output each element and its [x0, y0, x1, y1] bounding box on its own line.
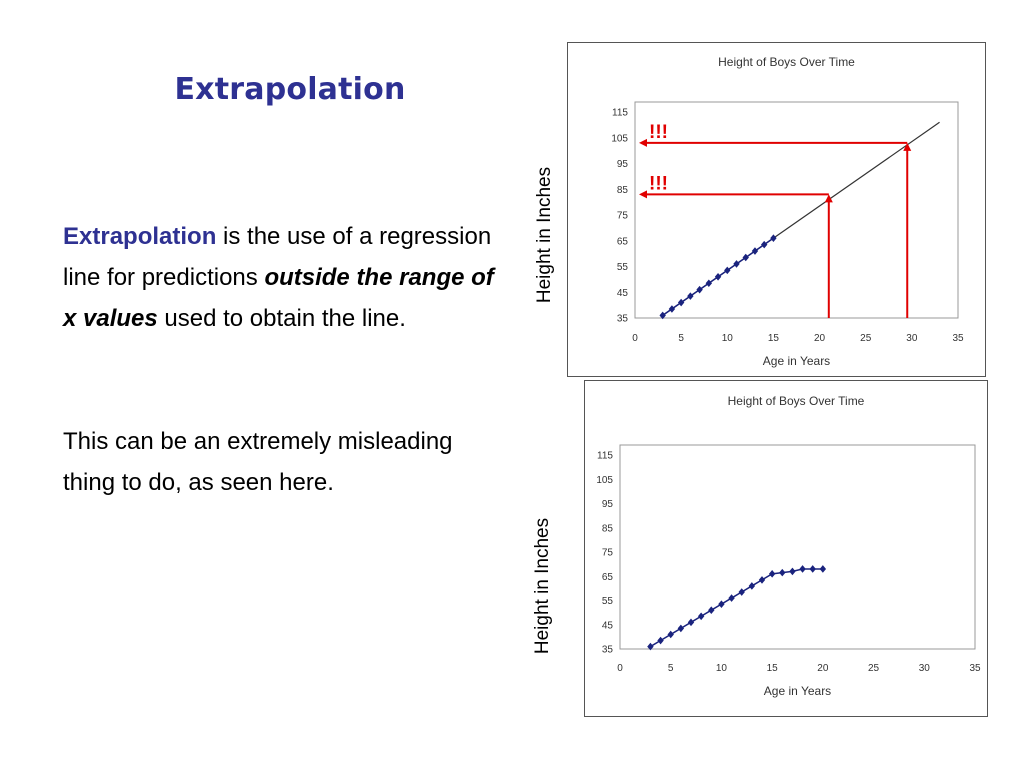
y-axis-label-top: Height in Inches — [534, 166, 555, 304]
data-point — [714, 273, 722, 281]
x-tick-label: 30 — [919, 663, 931, 674]
data-point — [724, 266, 731, 275]
data-point — [687, 618, 695, 627]
x-tick-label: 35 — [952, 333, 964, 344]
data-point — [696, 285, 703, 294]
warning-annotation: !!! — [649, 122, 668, 143]
y-tick-label: 65 — [617, 236, 629, 247]
data-point — [770, 234, 777, 242]
chart-title: Height of Boys Over Time — [718, 55, 855, 69]
definition-term: Extrapolation — [63, 223, 217, 250]
y-tick-label: 55 — [602, 596, 614, 607]
plot-area — [634, 101, 959, 319]
x-tick-label: 5 — [668, 663, 674, 674]
y-tick-label: 35 — [602, 645, 614, 656]
x-tick-label: 20 — [814, 333, 826, 344]
data-point — [705, 279, 713, 288]
data-point — [758, 576, 766, 584]
data-point — [677, 298, 685, 307]
x-tick-label: 25 — [860, 333, 872, 344]
extrapolation-arrowhead-up — [903, 142, 912, 151]
x-axis-title: Age in Years — [764, 684, 831, 698]
y-tick-label: 85 — [617, 185, 629, 196]
y-tick-label: 105 — [611, 133, 628, 144]
x-tick-label: 15 — [768, 333, 780, 344]
data-point — [647, 642, 654, 651]
chart-top-frame: Height of Boys Over Time Age in Years 0 5 10… — [567, 42, 986, 377]
x-tick-label: 10 — [716, 663, 728, 674]
x-tick-label: 25 — [868, 663, 880, 674]
x-tick-label: 30 — [906, 333, 918, 344]
chart-bottom-frame: Height of Boys Over Time Age in Years 0 5 10… — [584, 380, 988, 717]
y-tick-label: 85 — [602, 523, 614, 534]
slide-body: Extrapolation is the use of a regression… — [63, 216, 503, 503]
y-tick-label: 115 — [612, 108, 628, 119]
x-tick-label: 0 — [617, 663, 623, 674]
extrapolation-arrowhead-left — [639, 190, 647, 199]
x-tick-label: 20 — [817, 663, 829, 674]
y-tick-label: 45 — [602, 620, 614, 631]
y-axis-label-bottom: Height in Inches — [532, 517, 553, 655]
data-point — [728, 594, 735, 602]
y-tick-label: 45 — [617, 288, 629, 299]
extrapolation-arrowhead-left — [639, 138, 647, 147]
note-paragraph: This can be an extremely misleading thin… — [63, 428, 453, 496]
definition-text-1: is the use of a regression line for pred… — [63, 223, 492, 291]
y-tick-label: 95 — [602, 499, 614, 510]
y-tick-label: 75 — [602, 548, 614, 559]
data-point — [789, 567, 796, 576]
data-point — [697, 612, 705, 621]
data-point — [733, 260, 740, 268]
data-point — [708, 606, 715, 614]
x-tick-label: 10 — [722, 333, 734, 344]
x-tick-label: 35 — [969, 663, 981, 674]
chart-title: Height of Boys Over Time — [728, 394, 865, 408]
y-tick-label: 75 — [617, 211, 629, 222]
y-tick-label: 95 — [617, 159, 629, 170]
data-point — [748, 582, 756, 590]
y-tick-label: 105 — [596, 475, 613, 486]
data-point — [667, 630, 674, 639]
data-point — [751, 247, 759, 255]
data-point — [779, 568, 786, 577]
definition-emphasis: outside the range of x values — [63, 264, 494, 332]
data-point — [718, 600, 725, 608]
plot-area — [619, 444, 976, 650]
chart-bottom: Height of Boys Over Time Age in Years 0 5 10… — [596, 394, 981, 698]
y-tick-label: 35 — [617, 314, 629, 325]
y-tick-label: 55 — [617, 262, 629, 273]
definition-paragraph: Extrapolation is the use of a regression… — [63, 216, 503, 339]
data-point — [668, 305, 676, 313]
data-point — [687, 292, 694, 300]
extrapolation-arrowhead-up — [824, 194, 833, 203]
slide-title: Extrapolation — [174, 72, 406, 107]
data-point — [768, 570, 776, 578]
series-line — [650, 568, 823, 648]
data-point — [738, 588, 745, 596]
x-tick-label: 5 — [678, 333, 684, 344]
data-point — [677, 624, 685, 633]
data-point — [657, 636, 664, 645]
data-point — [819, 565, 827, 573]
y-tick-label: 65 — [602, 572, 614, 583]
x-axis-title: Age in Years — [763, 354, 830, 368]
data-point — [761, 240, 768, 249]
data-point — [809, 565, 816, 573]
x-tick-label: 0 — [632, 333, 638, 344]
x-tick-label: 15 — [767, 663, 779, 674]
chart-top: Height of Boys Over Time Age in Years 0 5 10… — [611, 55, 964, 368]
data-point — [742, 253, 749, 262]
y-tick-label: 115 — [597, 451, 613, 462]
warning-annotation: !!! — [649, 173, 668, 194]
definition-text-2: used to obtain the line. — [157, 305, 406, 332]
data-point — [799, 565, 806, 573]
